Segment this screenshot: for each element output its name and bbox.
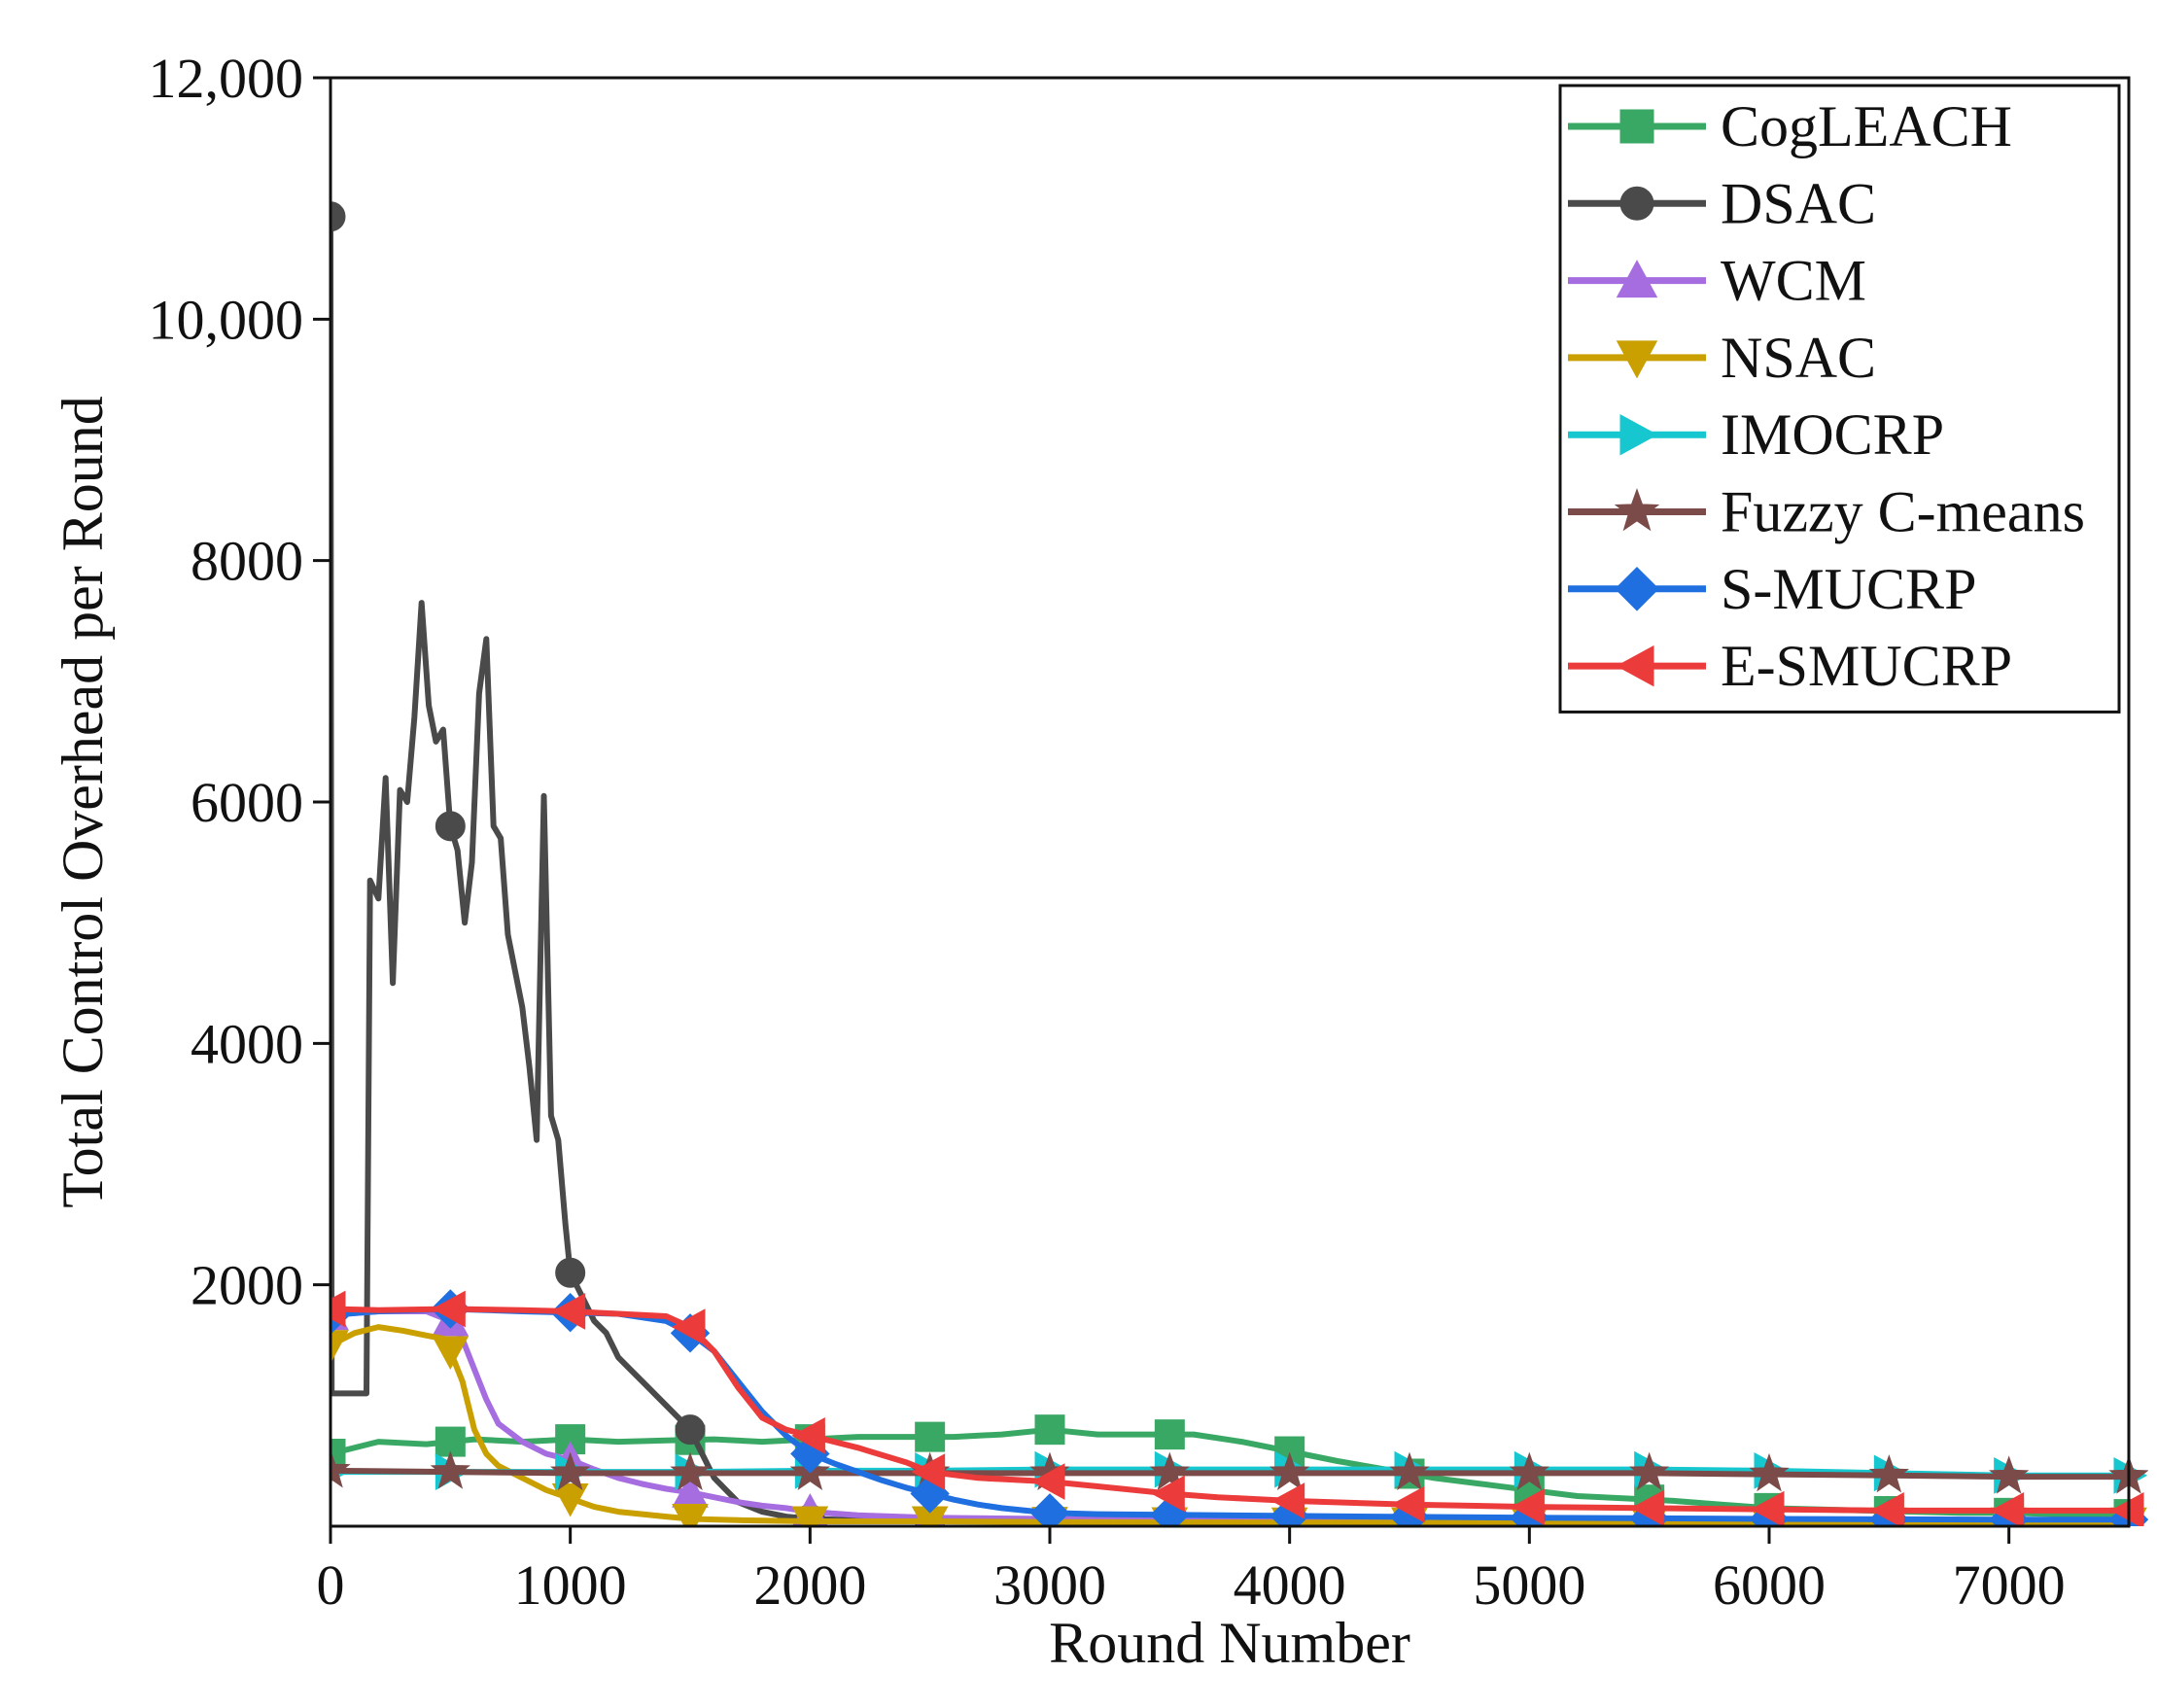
legend-item: CogLEACH	[1568, 94, 2012, 158]
series-marker	[911, 1453, 946, 1490]
series-marker	[549, 1451, 591, 1490]
series-marker	[1034, 1414, 1065, 1446]
y-tick-label: 10,000	[149, 288, 304, 351]
series-marker	[432, 1336, 470, 1371]
series-marker	[1868, 1454, 1910, 1493]
legend-item: DSAC	[1568, 171, 1876, 235]
series-marker	[1269, 1451, 1310, 1490]
x-tick-label: 6000	[1713, 1553, 1826, 1617]
legend-item: NSAC	[1568, 326, 1876, 390]
series-marker	[791, 1506, 829, 1526]
axes: 2000 4000 6000 8000 10,000 12,000 0 1000 2000 300…	[149, 47, 2066, 1617]
series-marker	[1154, 1419, 1185, 1450]
series-marker	[432, 1290, 466, 1328]
x-tick-label: 4000	[1234, 1553, 1346, 1617]
legend-box	[1558, 84, 2121, 714]
y-tick-label: 4000	[191, 1012, 303, 1075]
series-marker	[1029, 1493, 1070, 1526]
legend-label: NSAC	[1721, 326, 1876, 390]
series-marker	[331, 201, 346, 232]
series-marker	[551, 1293, 586, 1330]
legend-label: WCM	[1721, 249, 1866, 313]
series-marker	[1990, 1492, 2025, 1526]
legend-label: IMOCRP	[1721, 402, 1944, 467]
series-marker	[1509, 1451, 1550, 1490]
series-marker	[1151, 1475, 1185, 1513]
series-marker	[1616, 645, 1654, 687]
x-tick-label: 5000	[1473, 1553, 1585, 1617]
x-tick-label: 0	[317, 1553, 345, 1617]
legend: CogLEACH DSAC WCM NSAC IMOCRP Fuzzy C-means S-…	[1558, 84, 2121, 714]
series-marker	[1619, 413, 1658, 456]
series-marker	[1149, 1451, 1191, 1490]
legend-item: S-MUCRP	[1568, 557, 1976, 621]
series-marker	[1749, 1452, 1790, 1492]
series-marker	[1616, 260, 1658, 298]
series-marker	[1616, 340, 1658, 379]
y-axis-title: Total Control Overhead per Round	[51, 396, 115, 1208]
x-axis-title: Round Number	[1049, 1611, 1410, 1675]
series-marker	[1619, 186, 1654, 221]
x-tick-label: 2000	[753, 1553, 866, 1617]
series-line	[331, 1467, 2129, 1481]
series-marker	[915, 1421, 946, 1452]
y-tick-label: 6000	[191, 771, 303, 834]
legend-label: E-SMUCRP	[1721, 634, 2012, 698]
legend-label: Fuzzy C-means	[1721, 480, 2085, 544]
series-marker	[671, 1308, 706, 1345]
legend-item: WCM	[1568, 249, 1866, 313]
x-tick-label: 3000	[993, 1553, 1106, 1617]
series-marker	[435, 811, 466, 842]
series-marker	[791, 1417, 825, 1454]
series-marker	[1389, 1451, 1430, 1490]
series-marker	[670, 1451, 711, 1490]
series-marker	[331, 1290, 346, 1328]
series-marker	[1390, 1485, 1425, 1523]
series-marker	[1614, 488, 1660, 532]
y-tick-label: 2000	[191, 1254, 303, 1317]
series-marker	[1619, 109, 1654, 144]
series-marker	[1870, 1492, 1904, 1526]
series-marker	[1270, 1482, 1305, 1519]
plot-area	[331, 201, 2148, 1526]
legend-item: E-SMUCRP	[1568, 634, 2012, 698]
legend-item: Fuzzy C-means	[1568, 480, 2085, 544]
series-marker	[1628, 1451, 1670, 1490]
series-line	[331, 1306, 2129, 1514]
series-marker	[675, 1414, 706, 1446]
series-marker	[331, 1330, 349, 1364]
legend-label: S-MUCRP	[1721, 557, 1976, 621]
series-marker	[1030, 1463, 1065, 1500]
y-tick-label: 8000	[191, 530, 303, 593]
series-marker	[1511, 1488, 1545, 1525]
legend-label: CogLEACH	[1721, 94, 2012, 158]
series-line	[331, 1308, 2129, 1523]
series-marker	[1615, 566, 1659, 611]
x-tick-label: 1000	[514, 1553, 627, 1617]
series-marker	[551, 1482, 589, 1517]
series-marker	[672, 1504, 709, 1526]
x-tick-label: 7000	[1953, 1553, 2066, 1617]
series-marker	[1750, 1490, 1785, 1526]
series-marker	[555, 1257, 586, 1288]
legend-label: DSAC	[1721, 171, 1876, 235]
series-marker	[430, 1450, 471, 1489]
series-line	[331, 216, 2129, 1525]
series-marker	[1630, 1489, 1665, 1526]
series-marker	[331, 1449, 351, 1488]
y-tick-label: 12,000	[149, 47, 304, 110]
series-marker	[1988, 1455, 2030, 1494]
legend-item: IMOCRP	[1568, 402, 1944, 467]
series-e-smucrp	[331, 1290, 2144, 1526]
